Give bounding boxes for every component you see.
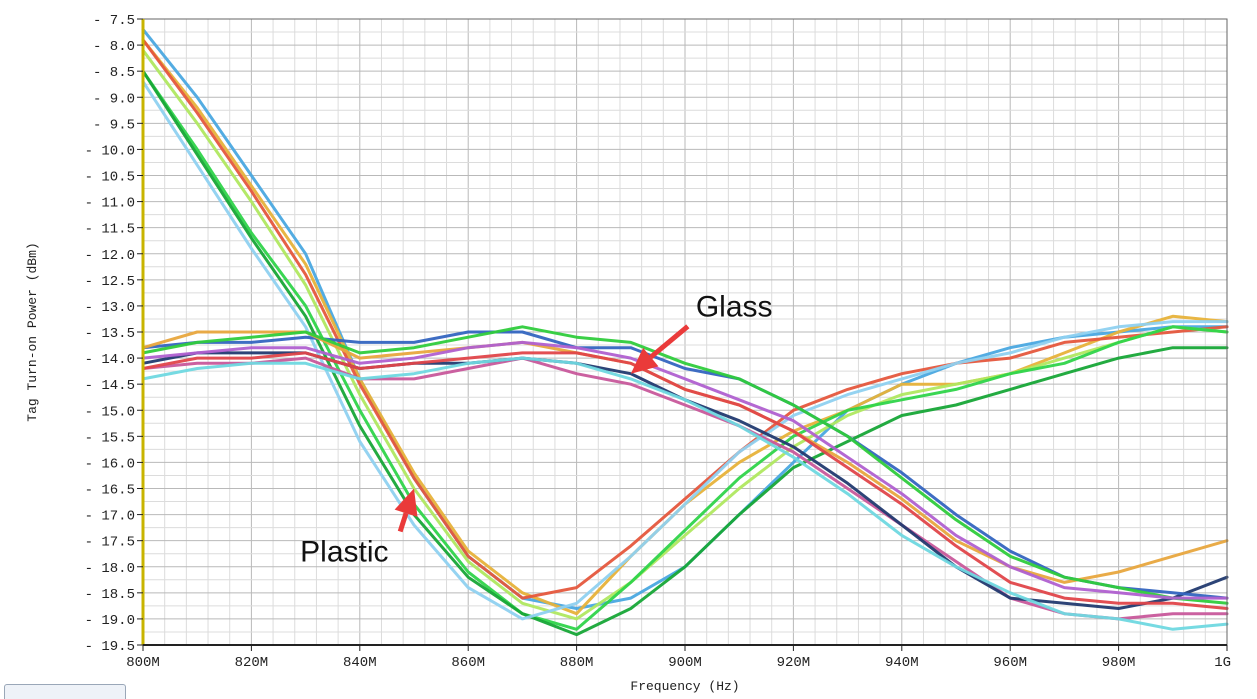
- y-tick-label: - 13.5: [85, 326, 135, 342]
- y-tick-label: - 16.0: [85, 456, 135, 472]
- x-tick-label: 920M: [777, 655, 811, 671]
- y-tick-label: - 9.0: [93, 91, 135, 107]
- series-line-12: [141, 325, 1229, 605]
- annotations: Glass Plastic: [300, 290, 772, 568]
- y-tick-label: - 13.0: [85, 300, 135, 316]
- x-tick-label: 980M: [1102, 655, 1136, 671]
- series-layer: [141, 27, 1229, 637]
- x-axis-label: Frequency (Hz): [630, 679, 739, 694]
- series-line-4: [141, 48, 1229, 621]
- x-tick-label: 820M: [235, 655, 269, 671]
- y-tick-label: - 10.5: [85, 170, 135, 186]
- y-tick-label: - 7.5: [93, 13, 135, 29]
- x-tick-label: 900M: [668, 655, 702, 671]
- series-line-15: [141, 356, 1229, 631]
- y-tick-label: - 9.5: [93, 117, 135, 133]
- y-tick-label: - 16.5: [85, 483, 135, 499]
- y-tick-label: - 15.0: [85, 404, 135, 420]
- x-tick-label: 860M: [451, 655, 485, 671]
- y-tick-label: - 8.0: [93, 39, 135, 55]
- annotation-arrow-shaft: [397, 512, 409, 533]
- y-tick-label: - 11.0: [85, 196, 135, 212]
- annotation-arrow-head: [394, 488, 418, 517]
- y-tick-label: - 14.5: [85, 378, 135, 394]
- y-tick-label: - 17.0: [85, 509, 135, 525]
- y-tick-label: - 8.5: [93, 65, 135, 81]
- y-tick-label: - 12.5: [85, 274, 135, 290]
- annotation-arrow-head: [630, 347, 659, 374]
- series-line-8: [141, 356, 1229, 621]
- y-tick-label: - 11.5: [85, 222, 135, 238]
- x-tick-label: 880M: [560, 655, 594, 671]
- annotation-glass: Glass: [696, 290, 773, 323]
- y-tick-label: - 10.0: [85, 143, 135, 159]
- x-tick-label: 960M: [993, 655, 1027, 671]
- y-axis-label: Tag Turn-on Power (dBm): [25, 242, 40, 421]
- x-tick-label: 800M: [126, 655, 160, 671]
- y-tick-label: - 18.5: [85, 587, 135, 603]
- series-line-14: [141, 340, 1229, 600]
- bottom-tab-strip[interactable]: [4, 684, 126, 699]
- y-tick-label: - 19.0: [85, 613, 135, 629]
- series-line-13: [141, 351, 1229, 610]
- y-tick-label: - 17.5: [85, 535, 135, 551]
- y-tick-label: - 18.0: [85, 561, 135, 577]
- y-tick-label: - 14.0: [85, 352, 135, 368]
- y-tick-label: - 19.5: [85, 639, 135, 655]
- x-tick-label: 1G: [1214, 655, 1231, 671]
- y-tick-label: - 15.5: [85, 430, 135, 446]
- x-tick-label: 940M: [885, 655, 919, 671]
- x-tick-label: 840M: [343, 655, 377, 671]
- annotation-plastic: Plastic: [300, 536, 388, 569]
- y-tick-label: - 12.0: [85, 248, 135, 264]
- series-line-3: [141, 38, 1229, 600]
- ticks: - 7.5 - 8.0 - 8.5 - 9.0 - 9.5 - 10.0 - 10.5 - 1…: [85, 13, 1231, 671]
- annotation-arrow-shaft: [649, 324, 690, 360]
